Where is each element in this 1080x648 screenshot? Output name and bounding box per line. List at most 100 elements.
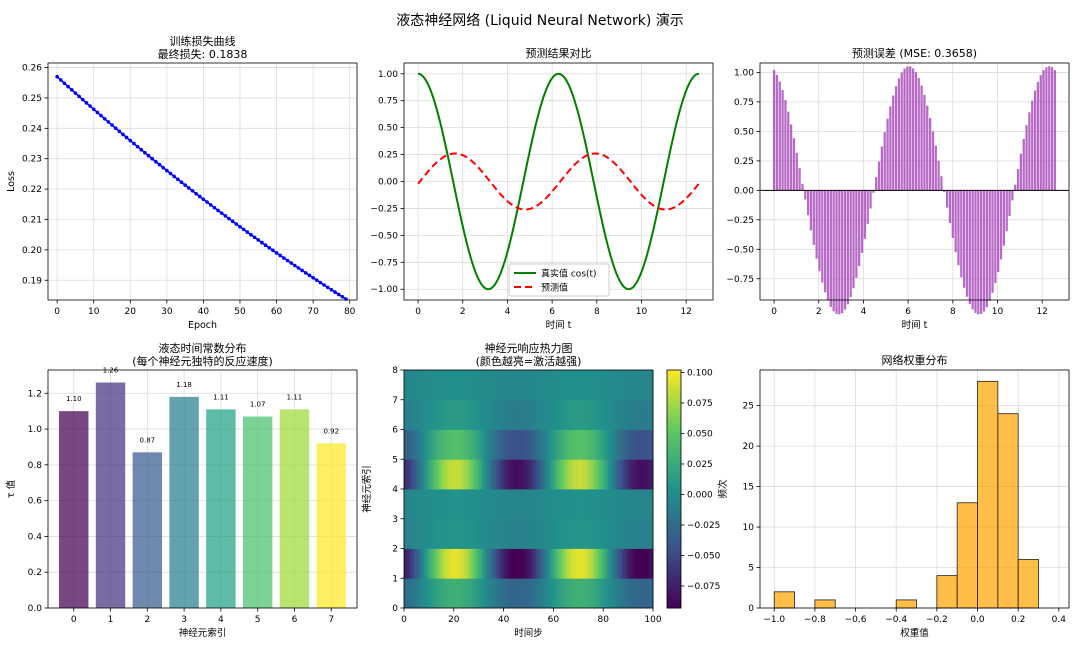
x-tick-label: 0 [71, 615, 77, 625]
error-bar [931, 131, 935, 191]
colorbar-segment [667, 453, 681, 456]
heatmap-cell [620, 578, 624, 609]
x-tick-label: 0.0 [970, 615, 985, 625]
heatmap-cell [481, 429, 485, 460]
heatmap-cell [585, 399, 589, 430]
heatmap-cell [605, 459, 609, 490]
heatmap-cell [528, 489, 532, 520]
heatmap-cell [618, 578, 622, 609]
heatmap-cell [553, 489, 557, 520]
loss-point [165, 168, 169, 173]
colorbar-segment [667, 489, 681, 492]
heatmap-cell [518, 578, 522, 609]
heatmap-cell [456, 548, 460, 579]
colorbar-segment [667, 409, 681, 413]
heatmap-cell [540, 429, 544, 460]
heatmap-cell [431, 548, 435, 579]
error-bar [858, 190, 861, 266]
loss-point [212, 205, 217, 210]
heatmap-cell [560, 459, 564, 490]
heatmap-cell [615, 459, 619, 490]
heatmap-cell [441, 518, 445, 549]
x-tick-label: 0.2 [1011, 615, 1025, 625]
heatmap-cell [418, 518, 422, 549]
heatmap-cell [526, 429, 529, 460]
error-bar [778, 81, 781, 191]
heatmap-cell [643, 578, 646, 609]
heatmap-cell [518, 399, 522, 430]
heatmap-cell [618, 548, 622, 579]
heatmap-cell [411, 459, 415, 490]
tau-bar-label: 0.87 [140, 436, 156, 444]
heatmap-cell [600, 429, 604, 460]
colorbar-segment [667, 582, 681, 585]
loss-point [99, 113, 103, 118]
heatmap-cell [650, 459, 654, 490]
heatmap-cell [650, 429, 654, 460]
x-tick-label: 6 [292, 615, 298, 625]
colorbar-segment [667, 415, 681, 419]
heatmap-cell [543, 429, 547, 460]
heatmap-cell [573, 548, 577, 579]
colorbar-segment [667, 467, 681, 470]
heatmap-cell [533, 399, 537, 430]
heatmap-cell [458, 578, 462, 609]
heatmap-cell [438, 489, 442, 520]
heatmap-cell [648, 518, 651, 549]
colorbar-segment [667, 375, 681, 379]
heatmap-cell [568, 578, 572, 609]
heatmap-cell [493, 489, 497, 520]
loss-point [282, 256, 286, 260]
legend-label-pred: 预测值 [541, 282, 568, 294]
loss-point [146, 153, 151, 158]
error-bar [1050, 67, 1054, 191]
y-tick-label: 0.22 [22, 185, 42, 195]
loss-point [143, 150, 147, 155]
tau-bar-label: 1.26 [103, 367, 119, 375]
heatmap-cell [436, 399, 440, 430]
loss-point [194, 191, 198, 196]
x-tick-label: 4 [505, 307, 511, 317]
subplot-4: 1.10 1.26 0.87 1.18 1.11 1.07 1.11 0.92 0 1 2 3 4 5 6 7… [5, 341, 358, 639]
heatmap-cell [476, 578, 480, 609]
error-bar [806, 190, 810, 216]
heatmap-cell [448, 489, 452, 520]
x-tick-label: 100 [644, 615, 661, 625]
heatmap-cell [428, 429, 432, 460]
y-tick-label: 0.50 [734, 127, 754, 137]
colorbar-segment [667, 528, 681, 532]
heatmap-cell [426, 370, 430, 401]
heatmap-cell [600, 370, 604, 401]
heatmap-cell [511, 489, 514, 520]
loss-point [113, 126, 118, 130]
x-tick-label: 40 [498, 615, 510, 625]
heatmap-cell [423, 429, 427, 460]
heatmap-cell [523, 489, 527, 520]
heatmap-cell [511, 399, 514, 430]
x-tick-label: 6 [549, 307, 555, 317]
heatmap-cell [543, 548, 547, 579]
heatmap-cell [491, 370, 495, 401]
heatmap-cell [496, 429, 500, 460]
error-bar [943, 190, 946, 192]
heatmap-cell [463, 429, 467, 460]
heatmap-cell [523, 370, 527, 401]
heatmap-cell [580, 429, 584, 460]
heatmap-cell [585, 489, 589, 520]
heatmap-cell [513, 489, 517, 520]
heatmap-cell [650, 518, 654, 549]
heatmap-cell [643, 489, 646, 520]
heatmap-cell [598, 548, 602, 579]
heatmap-cell [404, 429, 407, 460]
y-tick-label: 0.00 [378, 178, 398, 188]
heatmap-cell [598, 399, 602, 430]
error-bar [920, 85, 923, 191]
heatmap-cell [528, 370, 532, 401]
loss-point [245, 230, 250, 234]
heatmap-cell [476, 459, 480, 490]
heatmap-cell [598, 518, 602, 549]
colorbar: −0.075 −0.050 −0.025 0.000 0.025 0.050 0.075 0.… [666, 368, 721, 609]
heatmap-cell [496, 548, 500, 579]
heatmap-cell [630, 489, 634, 520]
heatmap-cell [493, 429, 497, 460]
